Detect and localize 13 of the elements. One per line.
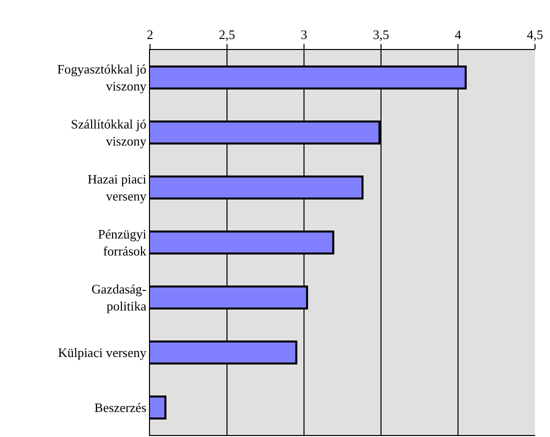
y-tick-label: Külpiaci verseny [58,345,147,360]
y-tick-label: Szállítókkal jó viszony [70,116,147,148]
y-tick-label: Hazai piaci verseny [88,172,147,204]
x-tick-label: 2 [146,26,154,42]
y-tick-label: Fogyasztókkal jó viszony [57,62,147,94]
x-tick-label: 4,5 [526,26,544,42]
y-tick-label: Beszerzés [94,400,146,416]
y-tick-label: Gazdaság-politika [92,282,147,314]
y-tick-label: Pénzügyi források [98,226,147,258]
x-tick-label: 3 [300,26,308,42]
x-tick-label: 3,5 [372,26,390,42]
x-tick-label: 2,5 [218,26,236,42]
x-tick-label: 4 [454,26,462,42]
